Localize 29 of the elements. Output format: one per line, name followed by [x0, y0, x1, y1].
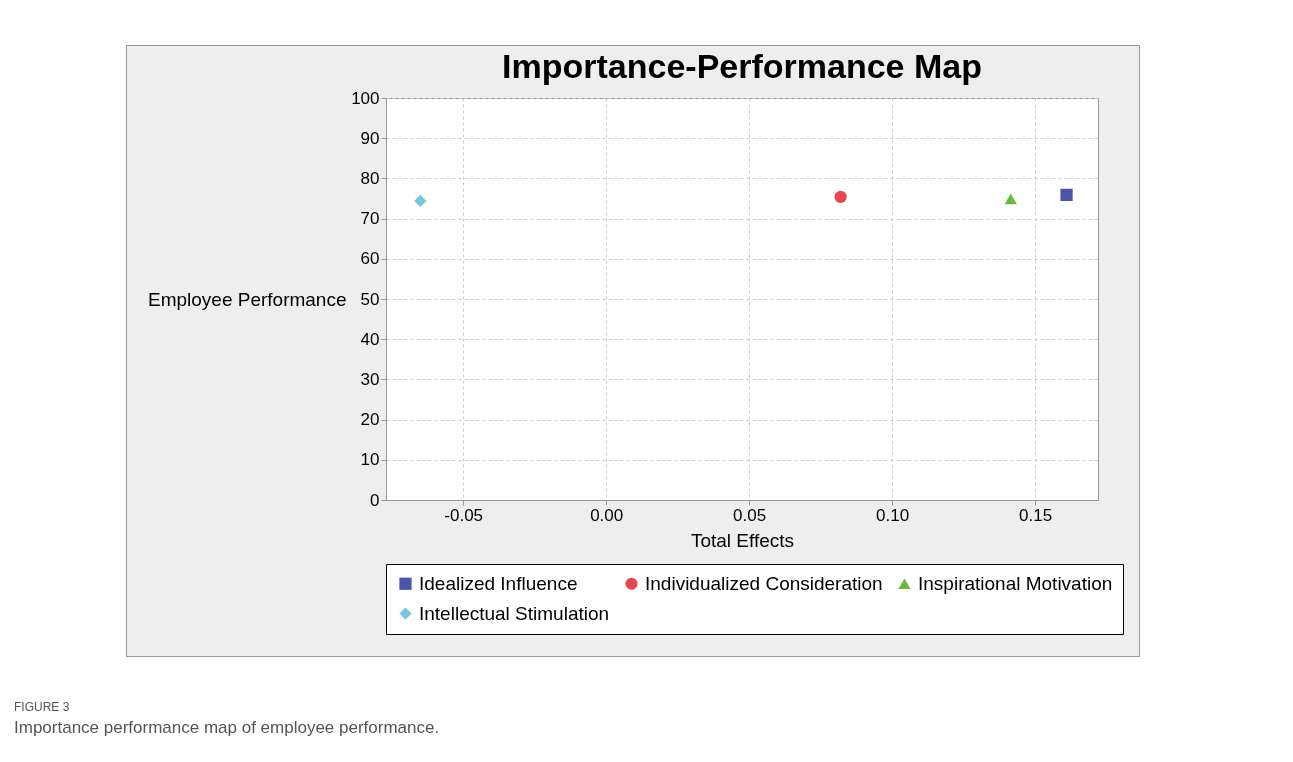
point — [834, 190, 847, 203]
legend-label: Intellectual Stimulation — [419, 602, 610, 624]
y-axis-title: Employee Performance — [147, 288, 347, 310]
x-tick-label: -0.05 — [444, 505, 484, 525]
y-tick-label: 90 — [360, 128, 380, 148]
chart-title: Importance-Performance Map — [502, 47, 982, 85]
y-tick-label: 0 — [370, 490, 380, 510]
text: Importance performance map of employee performance. — [14, 718, 440, 738]
x-axis-title: Total Effects — [690, 529, 795, 551]
point — [414, 194, 427, 208]
point — [1004, 193, 1017, 205]
caption: FIGURE 3 — [14, 700, 71, 714]
x-tick-label: 0.00 — [590, 505, 624, 525]
y-tick-label: 10 — [360, 450, 380, 470]
y-tick-label: 60 — [360, 249, 380, 269]
x-tick-label: 0.05 — [733, 505, 767, 525]
x-tick-label: 0.10 — [876, 505, 910, 525]
y-tick-label: 40 — [360, 329, 380, 349]
legend-label: Individualized Consideration — [645, 572, 883, 594]
y-tick-label: 20 — [360, 410, 380, 430]
y-tick-label: 70 — [360, 209, 380, 229]
legend-label: Inspirational Motivation — [918, 572, 1113, 594]
legend-label: Idealized Influence — [419, 572, 578, 594]
y-tick-label: 30 — [360, 369, 380, 389]
y-tick-label: 50 — [360, 289, 380, 309]
y-tick-label: 80 — [360, 168, 380, 188]
x-tick-label: 0.15 — [1019, 505, 1053, 525]
y-tick-label: 100 — [351, 88, 380, 108]
point — [1060, 188, 1073, 202]
